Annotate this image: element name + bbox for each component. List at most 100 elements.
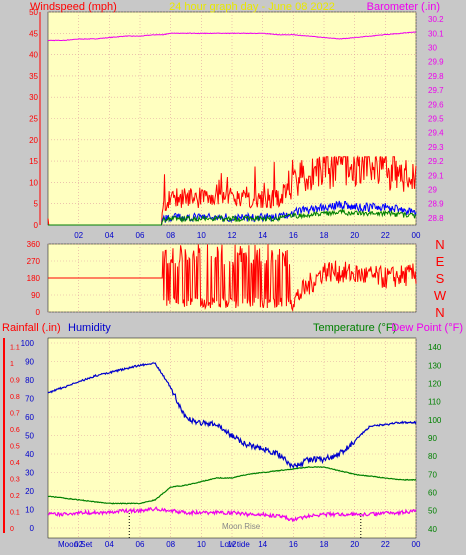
humidity-y-tick: 0 bbox=[30, 524, 35, 533]
moon-set-label: Moon Set bbox=[58, 540, 93, 549]
baro-y-tick: 30.1 bbox=[428, 29, 444, 38]
temperature-line bbox=[47, 466, 417, 505]
x-tick-label-bottom: 02 bbox=[74, 540, 83, 549]
x-tick-label-top: 08 bbox=[166, 231, 175, 240]
humidity-y-tick: 30 bbox=[25, 469, 34, 478]
rain-y-tick: 0.6 bbox=[10, 427, 20, 434]
x-tick-label-top: 20 bbox=[350, 231, 359, 240]
rain-y-tick: 0.4 bbox=[10, 460, 20, 467]
wind-y-tick: 30 bbox=[29, 93, 38, 102]
humidity-y-tick: 60 bbox=[25, 413, 34, 422]
wind-direction-line bbox=[48, 244, 417, 312]
baro-y-tick: 29.1 bbox=[428, 171, 444, 180]
wind-y-tick: 45 bbox=[29, 29, 38, 38]
dir-y-tick: 90 bbox=[31, 291, 40, 300]
humidity-y-tick: 80 bbox=[25, 376, 34, 385]
wind-y-tick: 35 bbox=[29, 72, 38, 81]
x-tick-label-bottom: 20 bbox=[350, 540, 359, 549]
temperature-title: Temperature (°F) bbox=[313, 322, 396, 334]
humidity-y-tick: 10 bbox=[25, 506, 34, 515]
tick-labels: 0202040406060808101012121414161618182020… bbox=[10, 8, 447, 549]
temp-y-tick: 110 bbox=[428, 398, 441, 407]
baro-y-tick: 30.2 bbox=[428, 15, 444, 24]
x-tick-label-bottom: 10 bbox=[197, 540, 206, 549]
rain-y-tick: 0 bbox=[10, 526, 14, 533]
baro-y-tick: 29.5 bbox=[428, 115, 444, 124]
humidity-y-tick: 100 bbox=[21, 339, 35, 348]
temp-y-tick: 40 bbox=[428, 525, 437, 534]
temp-y-tick: 50 bbox=[428, 507, 437, 516]
temp-y-tick: 60 bbox=[428, 489, 437, 498]
x-tick-label-top: 00 bbox=[412, 231, 421, 240]
x-tick-label-top: 22 bbox=[381, 231, 390, 240]
wind-average-line bbox=[48, 208, 417, 226]
x-tick-label-bottom: 00 bbox=[412, 540, 421, 549]
dir-y-tick: 0 bbox=[36, 308, 41, 317]
x-tick-label-bottom: 22 bbox=[381, 540, 390, 549]
humidity-y-tick: 20 bbox=[25, 487, 34, 496]
rainfall-title: Rainfall (.in) bbox=[2, 322, 61, 334]
x-tick-label-top: 12 bbox=[228, 231, 237, 240]
rain-y-tick: 0.2 bbox=[10, 493, 20, 500]
x-tick-label-top: 18 bbox=[320, 231, 329, 240]
baro-y-tick: 29.8 bbox=[428, 72, 444, 81]
x-tick-label-top: 10 bbox=[197, 231, 206, 240]
wind-y-tick: 25 bbox=[29, 115, 38, 124]
moon-rise-label: Moon Rise bbox=[222, 522, 261, 531]
temp-y-tick: 120 bbox=[428, 379, 442, 388]
x-tick-label-bottom: 04 bbox=[105, 540, 114, 549]
baro-y-tick: 30 bbox=[428, 44, 437, 53]
series-lines bbox=[47, 31, 417, 523]
humidity-y-tick: 40 bbox=[25, 450, 34, 459]
x-tick-label-bottom: 12 bbox=[228, 540, 237, 549]
dewpoint-title: Dew Point (°F) bbox=[391, 322, 463, 334]
graph-title: 24 hour graph day - June 08 2022 bbox=[169, 1, 335, 13]
rain-y-tick: 1.1 bbox=[10, 344, 20, 351]
x-tick-label-top: 02 bbox=[74, 231, 83, 240]
baro-y-tick: 29.6 bbox=[428, 100, 444, 109]
temp-y-tick: 100 bbox=[428, 416, 442, 425]
rain-y-tick: 0.1 bbox=[10, 509, 20, 516]
x-tick-label-bottom: 06 bbox=[136, 540, 145, 549]
compass-label: E bbox=[436, 254, 445, 269]
x-tick-label-top: 06 bbox=[136, 231, 145, 240]
wind-y-tick: 10 bbox=[29, 178, 38, 187]
rain-y-tick: 0.9 bbox=[10, 377, 20, 384]
rain-y-tick: 0.7 bbox=[10, 410, 20, 417]
x-tick-label-bottom: 18 bbox=[320, 540, 329, 549]
wind-y-tick: 50 bbox=[29, 8, 38, 17]
compass-label: N bbox=[435, 305, 444, 320]
wind-y-tick: 40 bbox=[29, 51, 38, 60]
x-tick-label-top: 04 bbox=[105, 231, 114, 240]
temp-y-tick: 140 bbox=[428, 343, 442, 352]
x-tick-label-top: 14 bbox=[258, 231, 267, 240]
wind-y-tick: 5 bbox=[34, 200, 39, 209]
temp-y-tick: 90 bbox=[428, 434, 437, 443]
barometer-line bbox=[47, 31, 417, 42]
temp-y-tick: 80 bbox=[428, 452, 437, 461]
baro-y-tick: 28.8 bbox=[428, 214, 444, 223]
baro-y-tick: 29.3 bbox=[428, 143, 444, 152]
baro-y-tick: 29.9 bbox=[428, 58, 444, 67]
rain-y-tick: 0.3 bbox=[10, 476, 20, 483]
baro-y-tick: 29.4 bbox=[428, 129, 444, 138]
wind-y-tick: 0 bbox=[34, 221, 39, 230]
compass-label: W bbox=[434, 288, 447, 303]
dir-y-tick: 360 bbox=[27, 240, 41, 249]
humidity-line bbox=[47, 362, 417, 470]
humidity-y-tick: 50 bbox=[25, 432, 34, 441]
compass-label: N bbox=[435, 237, 444, 252]
barometer-title: Barometer (.in) bbox=[367, 1, 440, 13]
x-tick-label-bottom: 16 bbox=[289, 540, 298, 549]
baro-y-tick: 29.2 bbox=[428, 157, 444, 166]
dir-y-tick: 180 bbox=[27, 274, 41, 283]
wind-y-tick: 15 bbox=[29, 157, 38, 166]
rain-y-tick: 0.5 bbox=[10, 443, 20, 450]
low-tide-label: Low tide bbox=[220, 540, 250, 549]
x-tick-label-bottom: 14 bbox=[258, 540, 267, 549]
rain-y-tick: 1 bbox=[10, 361, 14, 368]
temp-y-tick: 70 bbox=[428, 470, 437, 479]
dewpoint-line bbox=[48, 506, 417, 523]
x-tick-label-bottom: 08 bbox=[166, 540, 175, 549]
x-tick-label-top: 16 bbox=[289, 231, 298, 240]
